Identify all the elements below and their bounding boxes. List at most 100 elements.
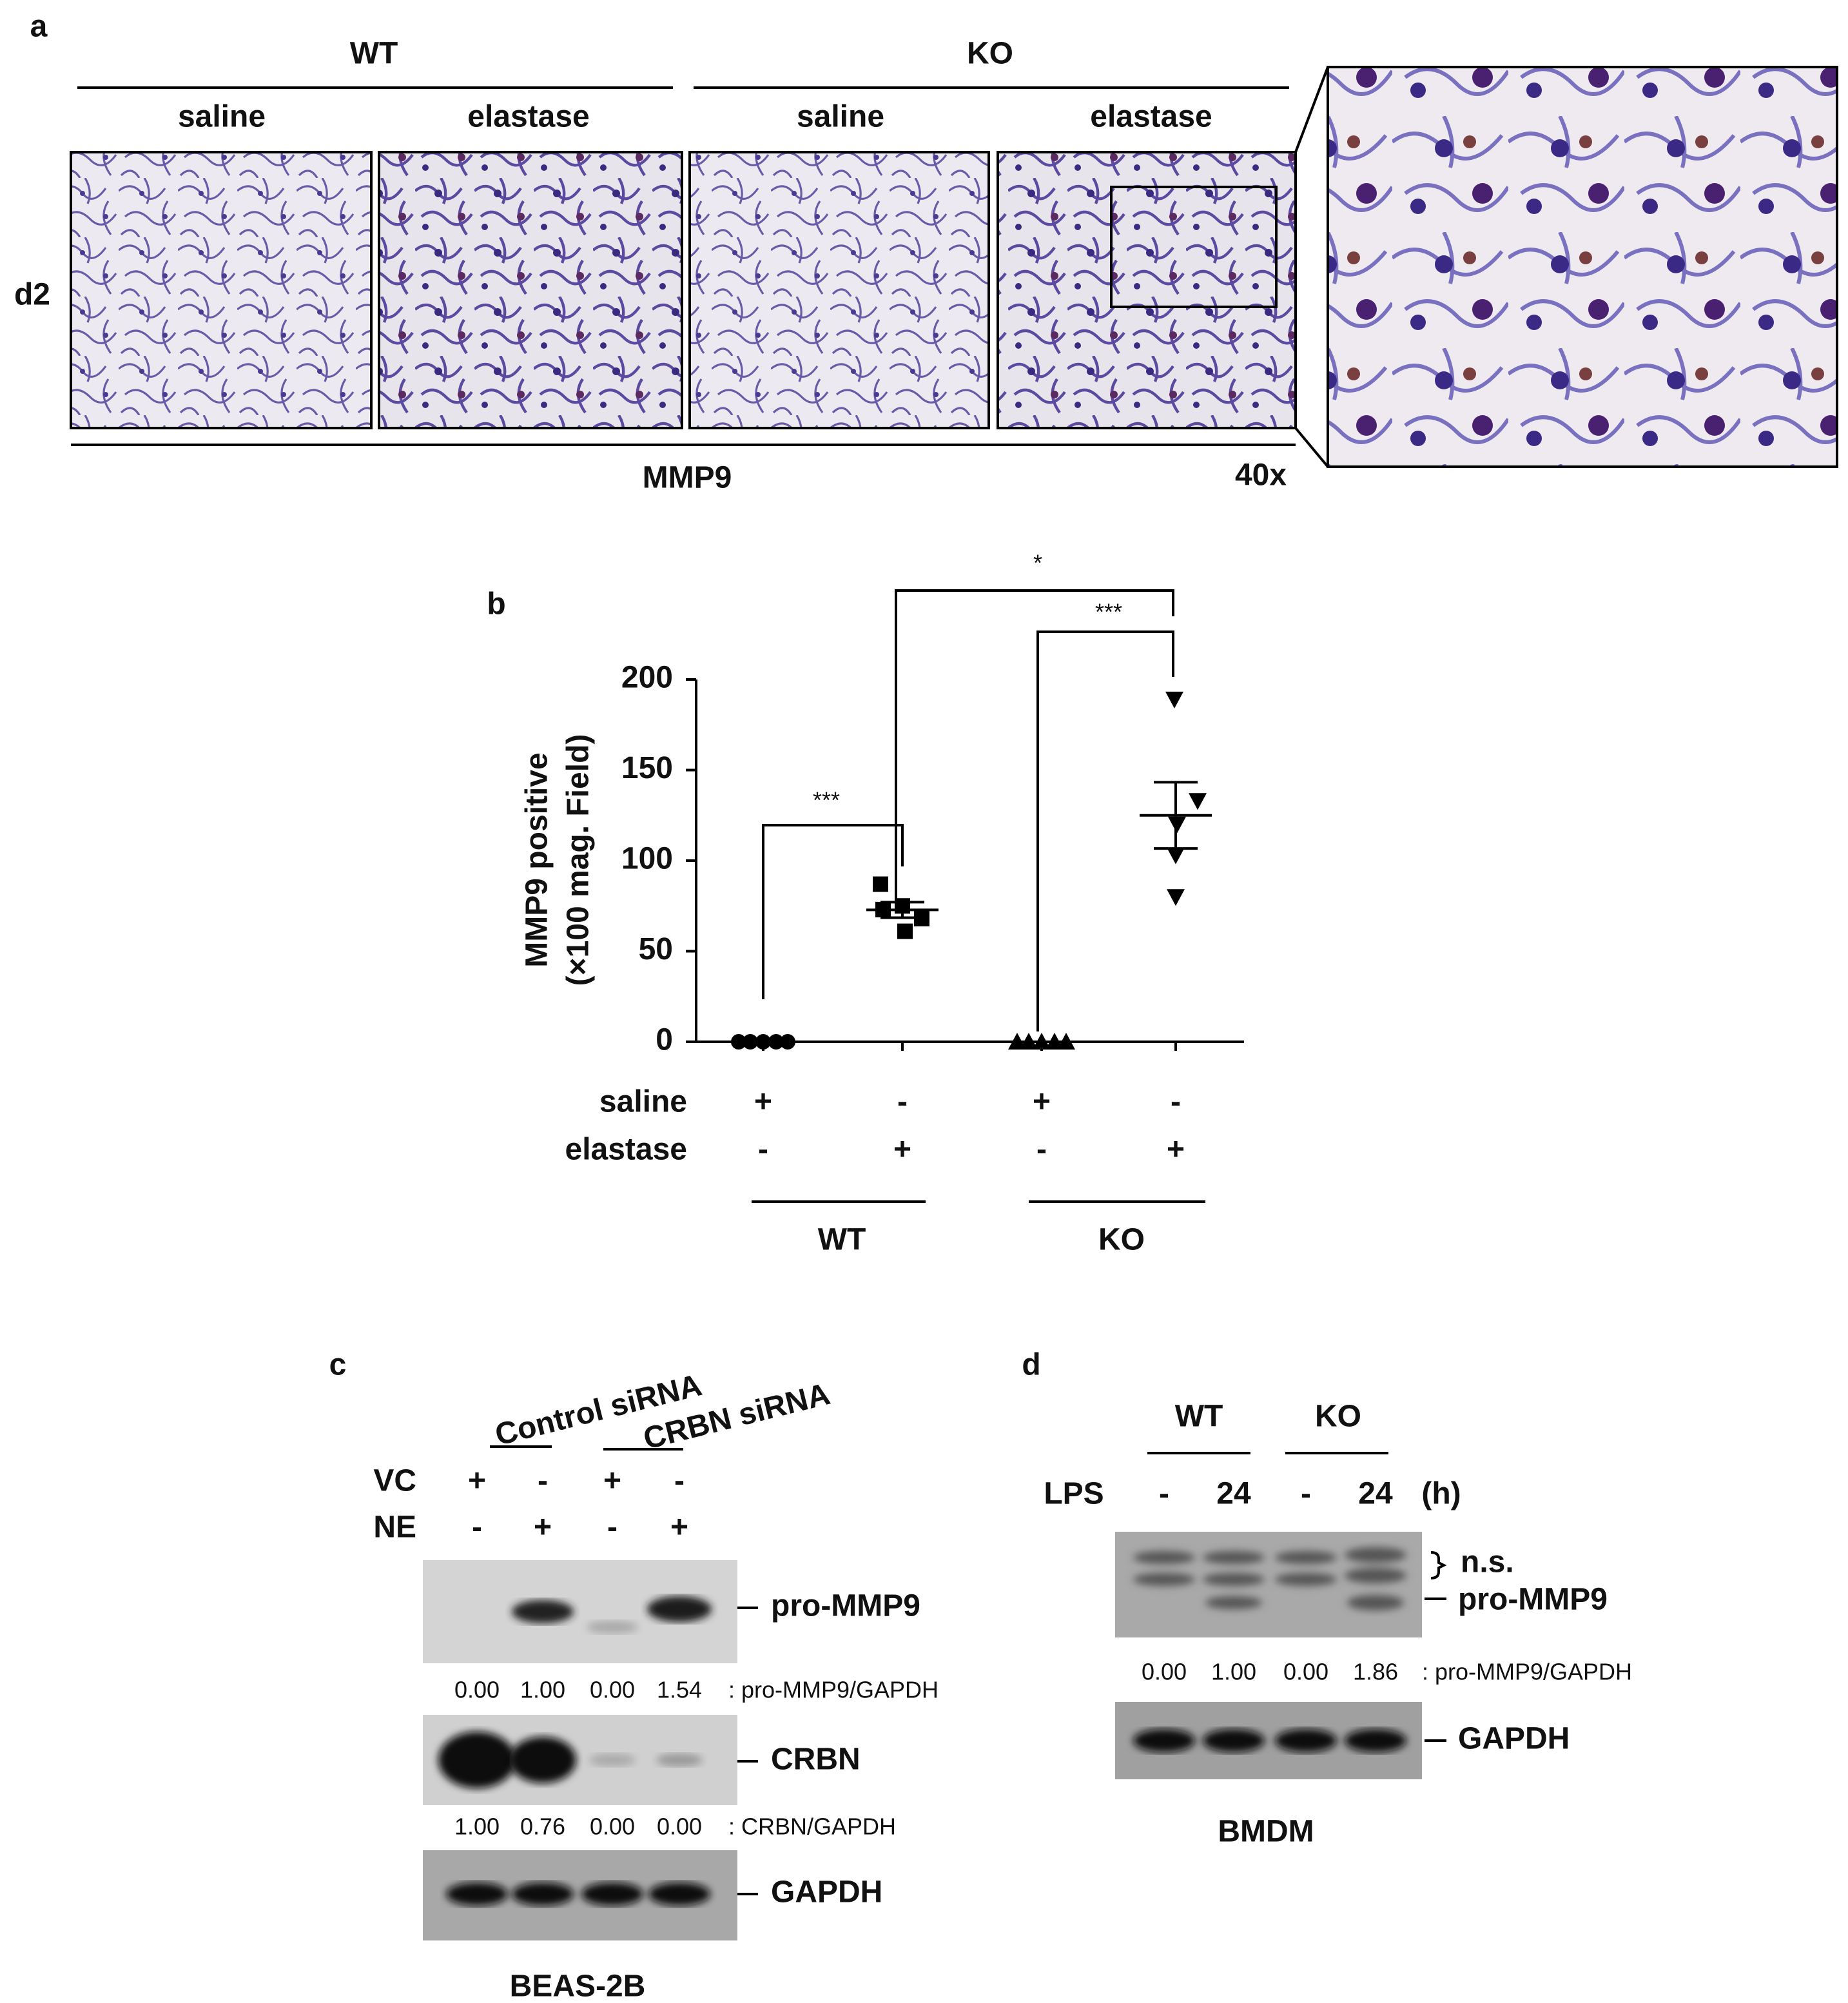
band [581,1882,643,1906]
band [1347,1595,1404,1610]
data-point [1033,1033,1051,1050]
ratio-value: 0.00 [590,1677,635,1703]
ratio-label: : CRBN/GAPDH [728,1813,896,1840]
micrograph [70,151,373,429]
ratio-value: 0.76 [520,1813,565,1840]
sign: - [538,1464,548,1498]
time-label: - [1159,1477,1169,1511]
sign: - [472,1510,482,1545]
zoom-line [1294,427,1329,468]
band [1345,1568,1406,1583]
ratio-value: 1.86 [1353,1659,1398,1685]
bracket [895,589,1174,903]
sign: + [893,1133,911,1167]
data-point [1046,1033,1064,1050]
sign: + [754,1085,772,1119]
magnification-label: 40x [1235,458,1287,493]
ratio-value: 0.00 [1283,1659,1328,1685]
band-label: GAPDH [1458,1722,1570,1756]
significance: *** [813,787,840,814]
band [438,1732,516,1788]
ratio-value: 1.00 [454,1813,500,1840]
genotype-label: KO [1098,1223,1145,1257]
sign: + [603,1464,621,1498]
treatment-label: elastase [1090,100,1212,134]
band [647,1596,712,1622]
significance-brackets [752,589,1205,1203]
sign: - [1171,1085,1181,1119]
y-tick-label: 200 [621,661,673,695]
treatment-label: saline [797,100,884,134]
data-point [1165,691,1183,708]
band [1203,1551,1265,1564]
ratio-value: 1.54 [657,1677,702,1703]
panel-label: c [329,1348,347,1382]
row-label: VC [373,1464,416,1498]
inset-box [1110,186,1278,308]
micrograph [688,151,990,429]
ratio-value: 0.00 [454,1677,500,1703]
ratio-value: 0.00 [1142,1659,1187,1685]
cell-line-label: BEAS-2B [510,1969,646,2003]
sign: - [897,1085,908,1119]
treatment-label: saline [178,100,266,134]
treatment-label: elastase [467,100,590,134]
genotype-label: WT [818,1223,866,1257]
micrograph [997,151,1297,429]
ratio-value: 1.00 [1211,1659,1256,1685]
stain-label: MMP9 [643,461,732,495]
data-point [1167,889,1185,906]
sign: + [468,1464,486,1498]
bracket [1036,630,1174,1031]
blots-d [1115,1452,1447,1779]
bracket [1430,1551,1447,1579]
ratio-value: 1.00 [520,1677,565,1703]
time-label: 24 [1216,1477,1251,1511]
band [1345,1729,1406,1752]
band [1133,1573,1195,1586]
time-label: - [1301,1477,1311,1511]
band [1275,1551,1337,1564]
row-label: elastase [565,1133,688,1167]
data-point [873,876,888,892]
sign: - [758,1133,768,1167]
ratio-label: : pro-MMP9/GAPDH [1422,1659,1632,1685]
data-point [755,1034,771,1050]
band-label: pro-MMP9 [771,1589,920,1623]
genotype-label: KO [1315,1400,1361,1434]
significance: *** [1095,599,1122,625]
band [648,1882,710,1906]
micrograph [378,151,683,429]
row-label: NE [373,1510,416,1545]
band [1133,1729,1195,1752]
band-label: pro-MMP9 [1458,1583,1608,1617]
band [1133,1551,1195,1564]
data-point [897,923,913,939]
panel-label: a [30,10,48,44]
data-point [1020,1033,1038,1050]
data-point [1167,847,1185,865]
cell-type-label: BMDM [1218,1815,1314,1849]
sign: + [1033,1085,1051,1119]
y-tick-label: 50 [639,932,673,966]
sign: + [1167,1133,1185,1167]
data-point [780,1034,795,1050]
sign: - [607,1510,618,1545]
data-point [768,1034,784,1050]
band-label: CRBN [771,1743,861,1777]
ratio-value: 0.00 [590,1813,635,1840]
zoom-image [1327,66,1838,468]
sign: - [1036,1133,1047,1167]
band [1275,1573,1337,1586]
data-point [1008,1033,1026,1050]
band [587,1621,638,1634]
genotype-label: WT [1175,1400,1223,1434]
bracket [762,824,904,999]
band [1345,1547,1406,1563]
data-point [1057,1033,1075,1050]
sign: + [670,1510,688,1545]
row-label: d2 [14,278,50,312]
y-tick-label: 0 [656,1023,673,1057]
band [446,1882,508,1906]
